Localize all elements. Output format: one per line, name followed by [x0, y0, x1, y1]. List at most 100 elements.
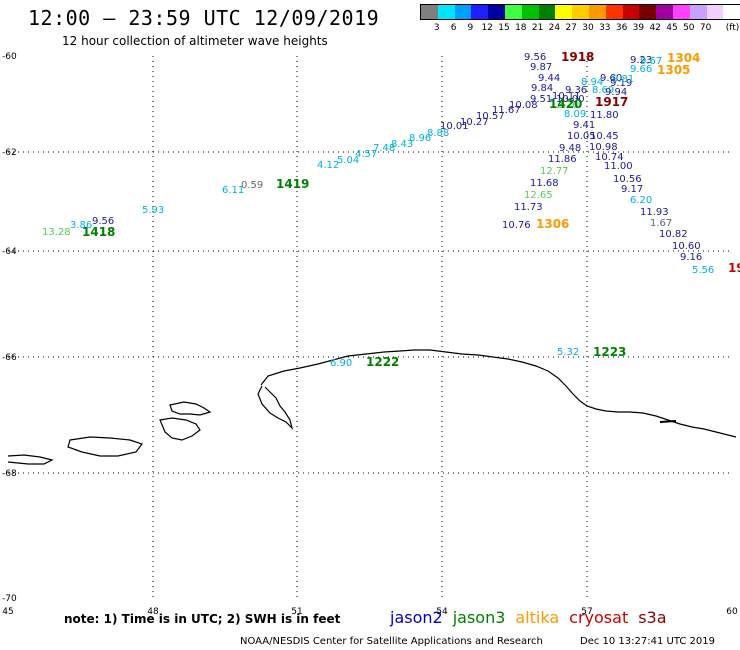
coastline-bay — [257, 385, 294, 430]
wave-height-label: 10.01 — [440, 121, 469, 132]
wave-height-label: 10.74 — [595, 152, 624, 163]
color-scale-tick: 30 — [582, 23, 594, 33]
color-swatch — [437, 5, 455, 19]
pass-label: 19 — [728, 261, 740, 275]
wave-height-label: 8.43 — [391, 139, 413, 150]
wave-height-label: 10.57 — [476, 111, 505, 122]
wave-height-label: 10.56 — [613, 174, 642, 185]
wave-height-label: 9.44 — [538, 73, 560, 84]
y-tick-label: -64 — [2, 247, 17, 257]
credit-text: NOAA/NESDIS Center for Satellite Applica… — [240, 636, 543, 647]
wave-height-label: 12.20 — [550, 100, 579, 111]
wave-height-label: 9.81 — [612, 74, 634, 85]
color-scale-tick: 42 — [649, 23, 661, 33]
pass-label: 1305 — [657, 63, 690, 77]
y-tick-label: -70 — [2, 594, 17, 604]
pass-label: 1418 — [82, 225, 115, 239]
x-tick-label: 60 — [726, 607, 738, 617]
color-swatch — [572, 5, 589, 19]
footer-note: note: 1) Time is in UTC; 2) SWH is in fe… — [64, 612, 341, 626]
wave-height-label: 5.93 — [142, 205, 164, 216]
wave-height-label: 11.67 — [492, 105, 521, 116]
color-swatch — [689, 5, 707, 19]
satellite-legend: jason2 jason3 altika cryosat s3a — [390, 608, 677, 627]
color-swatch — [471, 5, 489, 19]
wave-height-label: 9.66 — [630, 64, 652, 75]
color-scale-tick: 39 — [632, 23, 645, 33]
wave-height-label: 0.59 — [241, 180, 263, 191]
wave-height-label: 4.12 — [317, 160, 339, 171]
legend-altika: altika — [515, 608, 560, 627]
pass-label: 1420 — [549, 97, 582, 111]
color-swatch — [454, 5, 472, 19]
color-swatch — [521, 5, 539, 19]
pass-label: 1223 — [593, 345, 626, 359]
wave-height-label: 7.48 — [373, 143, 395, 154]
wave-height-labels: 13.283.86 9.565.936.110.594.125.044.577.4… — [0, 0, 714, 369]
x-tick-label: 51 — [291, 607, 302, 617]
color-scale-tick: 12 — [481, 23, 493, 33]
wave-height-label: 9.84 — [531, 83, 553, 94]
wave-height-label: 11.86 — [548, 154, 577, 165]
wave-height-label: 9.94 — [605, 87, 627, 98]
color-scale-tick: 70 — [699, 23, 712, 33]
x-tick-label: 45 — [2, 607, 13, 617]
color-swatch — [656, 5, 673, 19]
wave-height-label: 8.09 — [564, 109, 586, 120]
wave-height-label: 9.23 — [630, 55, 652, 66]
wave-height-label: 5.32 — [557, 347, 579, 358]
wave-height-label: 9.48 — [559, 143, 581, 154]
wave-height-label: 8.69 — [592, 85, 614, 96]
color-scale-tick: 24 — [548, 23, 561, 33]
wave-height-label: 10.45 — [590, 131, 619, 142]
wave-height-label: 10.27 — [460, 117, 489, 128]
wave-height-label: 9.87 — [530, 62, 552, 73]
color-scale-tick: 45 — [666, 23, 678, 33]
wave-height-label: 8.88 — [427, 128, 449, 139]
wave-height-label: 6.11 — [222, 185, 244, 196]
color-scale-tick: 27 — [565, 23, 577, 33]
color-scale-tick: 36 — [615, 23, 628, 33]
wave-height-label: 9.56 — [92, 216, 114, 227]
color-scale-tick: 6 — [450, 23, 457, 33]
color-swatch — [639, 5, 657, 19]
wave-height-label: 10.60 — [672, 241, 701, 252]
axis-ticks: 45 48 51 54 57 60 -60 -62 -64 -66 -68 -70 — [2, 52, 738, 617]
wave-height-label: 5.56 — [692, 265, 714, 276]
x-tick-label: 48 — [147, 607, 159, 617]
wave-height-label: 10.76 — [502, 220, 531, 231]
wave-height-label: 11.80 — [590, 110, 619, 121]
color-swatch — [588, 5, 606, 19]
color-scale-tick: 18 — [515, 23, 527, 33]
wave-height-label: 9.16 — [680, 252, 702, 263]
pass-label: 1918 — [561, 50, 594, 64]
color-swatch — [723, 5, 740, 19]
y-tick-label: -60 — [2, 52, 17, 62]
pass-label: 1306 — [536, 217, 569, 231]
wave-height-label: 8.96 — [409, 133, 431, 144]
graticule-grid — [8, 56, 732, 598]
pass-label: 1304 — [667, 51, 700, 65]
wave-height-label: 13.28 — [42, 227, 71, 238]
pass-label: 1917 — [595, 95, 628, 109]
wave-height-label: 11.73 — [514, 202, 543, 213]
wave-height-label: 9.36 — [565, 85, 587, 96]
legend-jason2: jason2 — [390, 608, 443, 627]
color-swatch — [538, 5, 556, 19]
wave-height-label: 9.56 — [524, 52, 546, 63]
wave-height-label: 10.08 — [509, 100, 538, 111]
x-tick-label: 57 — [581, 607, 592, 617]
coastline-island — [7, 454, 54, 465]
wave-height-label: 12.77 — [540, 166, 569, 177]
legend-s3a: s3a — [638, 608, 667, 627]
coastline-island — [169, 401, 212, 416]
color-scale-swatches — [420, 4, 740, 20]
color-scale-ticks: 3 6 9 12 15 18 21 24 27 30 33 36 39 42 45 50 70 (ft) — [420, 20, 740, 34]
x-tick-label: 54 — [436, 607, 448, 617]
color-scale-tick: 50 — [683, 23, 695, 33]
pass-label: 1222 — [366, 355, 399, 369]
color-scale-tick: 33 — [599, 23, 611, 33]
